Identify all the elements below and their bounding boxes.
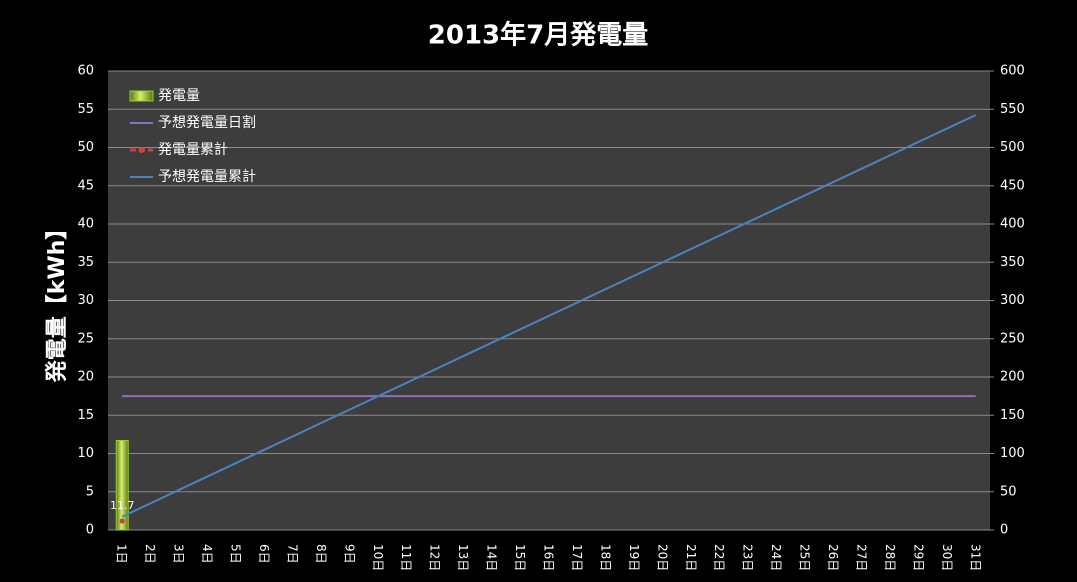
x-tick-label: 3日 (172, 544, 186, 564)
x-tick-label: 8日 (314, 544, 328, 564)
chart-title: 2013年7月発電量 (428, 20, 648, 51)
x-tick-label: 12日 (428, 544, 442, 571)
legend-marker (138, 147, 145, 153)
y-tick-label: 50 (77, 140, 94, 155)
legend-label: 発電量 (158, 88, 200, 104)
y2-tick-label: 100 (1000, 446, 1025, 461)
y-axis-title: 発電量【kWh】 (45, 218, 70, 384)
x-tick-label: 23日 (741, 544, 755, 571)
y-tick-label: 20 (77, 370, 94, 385)
x-tick-label: 7日 (285, 544, 299, 564)
y2-tick-label: 300 (1000, 293, 1025, 308)
x-tick-label: 28日 (883, 544, 897, 571)
y2-tick-label: 550 (1000, 102, 1025, 117)
legend-label: 予想発電量日割 (158, 114, 256, 131)
x-tick-label: 30日 (940, 544, 954, 571)
y-tick-label: 0 (86, 523, 94, 538)
x-tick-label: 25日 (798, 544, 812, 571)
y-tick-label: 35 (77, 255, 94, 270)
x-tick-label: 11日 (399, 544, 413, 571)
bar (115, 439, 129, 531)
y2-tick-label: 400 (1000, 217, 1025, 232)
y2-tick-label: 450 (1000, 178, 1025, 193)
y-tick-label: 60 (77, 64, 94, 79)
x-tick-label: 27日 (854, 544, 868, 571)
y-tick-label: 25 (77, 331, 94, 346)
y2-tick-label: 500 (1000, 140, 1025, 155)
y2-tick-label: 600 (1000, 64, 1025, 79)
y2-tick-label: 50 (1000, 484, 1017, 499)
y-tick-label: 30 (77, 293, 94, 308)
x-tick-label: 6日 (257, 544, 271, 564)
x-tick-label: 5日 (229, 544, 243, 564)
legend-label: 発電量累計 (158, 142, 228, 158)
x-tick-label: 20日 (655, 544, 669, 571)
x-tick-label: 26日 (826, 544, 840, 571)
x-tick-label: 16日 (542, 544, 556, 571)
y-tick-label: 10 (77, 446, 94, 461)
data-label: 11.7 (110, 499, 135, 512)
legend-swatch (129, 90, 154, 102)
x-tick-label: 31日 (968, 544, 982, 571)
y-tick-label: 5 (86, 484, 94, 499)
x-tick-label: 29日 (911, 544, 925, 571)
x-tick-label: 13日 (456, 544, 470, 571)
x-tick-label: 15日 (513, 544, 527, 571)
y-tick-label: 55 (77, 102, 94, 117)
x-tick-label: 19日 (627, 544, 641, 571)
y-tick-label: 15 (77, 408, 94, 423)
x-tick-label: 24日 (769, 544, 783, 571)
x-tick-label: 18日 (598, 544, 612, 571)
y2-tick-label: 350 (1000, 255, 1025, 270)
y2-tick-label: 200 (1000, 370, 1025, 385)
legend-label: 予想発電量累計 (158, 169, 256, 185)
x-tick-label: 2日 (143, 544, 157, 564)
x-tick-label: 1日 (115, 544, 129, 564)
marker (119, 518, 125, 524)
x-tick-label: 22日 (712, 544, 726, 571)
x-tick-label: 21日 (684, 544, 698, 571)
x-tick-label: 9日 (342, 544, 356, 564)
x-tick-label: 17日 (570, 544, 584, 571)
x-tick-label: 4日 (200, 544, 214, 564)
line (121, 114, 977, 518)
y-tick-label: 40 (77, 217, 94, 232)
x-tick-label: 14日 (485, 544, 499, 571)
y2-tick-label: 150 (1000, 408, 1025, 423)
x-tick-label: 10日 (371, 544, 385, 571)
y2-tick-label: 0 (1000, 523, 1008, 538)
y2-tick-label: 250 (1000, 331, 1025, 346)
y-tick-label: 45 (77, 178, 94, 193)
